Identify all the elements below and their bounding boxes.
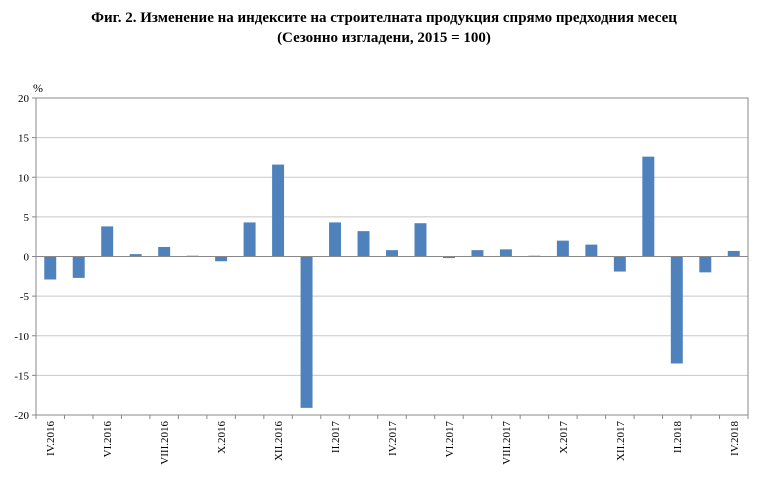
axes xyxy=(32,97,749,419)
y-tick-label: -5 xyxy=(20,291,30,303)
bar-I.2017 xyxy=(300,256,313,408)
chart-title: Фиг. 2. Изменение на индексите на строит… xyxy=(0,8,768,48)
y-axis-unit-label: % xyxy=(33,81,43,95)
bar-IV.2017 xyxy=(386,250,398,257)
x-tick-label: XII.2017 xyxy=(615,421,627,462)
x-tick-label: XII.2016 xyxy=(273,421,285,462)
y-tick-label: -10 xyxy=(14,331,29,343)
x-tick-label: VI.2017 xyxy=(444,421,456,458)
y-tick-label: 5 xyxy=(24,212,30,224)
y-tick-label: 0 xyxy=(24,252,30,264)
x-tick-label: II.2017 xyxy=(330,421,342,454)
bar-X.2017 xyxy=(556,240,569,257)
bar-X.2016 xyxy=(215,256,228,262)
bar-VI.2017 xyxy=(442,256,455,259)
bar-XI.2017 xyxy=(585,244,598,257)
x-tick-label: VI.2016 xyxy=(102,421,114,458)
title-line-2: (Сезонно изгладени, 2015 = 100) xyxy=(277,30,491,46)
bar-V.2017 xyxy=(414,223,427,257)
bar-IV.2016 xyxy=(44,256,57,280)
bar-XII.2017 xyxy=(613,256,626,272)
x-tick-label: VIII.2016 xyxy=(159,421,171,465)
x-tick-label: X.2016 xyxy=(216,421,228,454)
x-tick-label: IV.2016 xyxy=(45,421,57,456)
bar-I.2018 xyxy=(642,156,655,257)
bar-VII.2016 xyxy=(129,254,142,257)
bar-II.2017 xyxy=(329,222,342,257)
bars xyxy=(44,156,740,408)
bar-IV.2018 xyxy=(727,250,740,257)
title-line-1: Фиг. 2. Изменение на индексите на строит… xyxy=(91,10,677,26)
bar-VI.2016 xyxy=(101,226,114,257)
bar-III.2017 xyxy=(357,231,370,257)
x-tick-label: IV.2017 xyxy=(387,421,399,456)
y-tick-label: -20 xyxy=(14,410,29,422)
bar-VIII.2016 xyxy=(158,246,171,257)
y-tick-label: 15 xyxy=(18,133,30,145)
bar-II.2018 xyxy=(670,256,683,364)
y-tick-label: 20 xyxy=(18,93,30,105)
y-tick-label: -15 xyxy=(14,370,29,382)
x-tick-label: IV.2018 xyxy=(729,421,741,456)
bar-XI.2016 xyxy=(243,222,256,257)
x-tick-labels: IV.2016 VI.2016 VIII.2016 X.2016 XII.2016 II.… xyxy=(45,421,741,465)
x-tick-label: X.2017 xyxy=(558,421,570,454)
bar-XII.2016 xyxy=(272,164,285,257)
bar-VII.2017 xyxy=(471,250,484,257)
bar-III.2018 xyxy=(699,256,712,273)
y-tick-labels: -20 -15 -10 -5 0 5 10 15 20 xyxy=(14,93,29,422)
bar-V.2016 xyxy=(72,256,85,278)
bar-VIII.2017 xyxy=(499,249,512,257)
x-tick-label: VIII.2017 xyxy=(501,421,513,465)
y-tick-label: 10 xyxy=(18,172,30,184)
x-tick-label: II.2018 xyxy=(672,421,684,454)
